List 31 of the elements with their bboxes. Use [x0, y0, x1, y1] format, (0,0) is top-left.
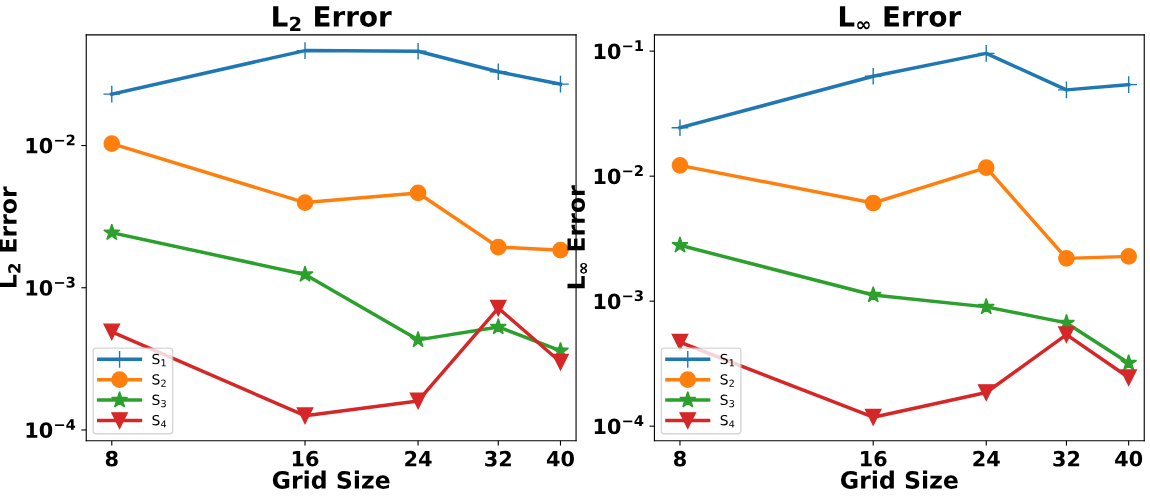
y-axis-title: L$_{2}$ Error	[0, 186, 21, 288]
legend-label: S$_{2}$	[720, 374, 734, 387]
y-tick-label: 10$^{−3}$	[594, 290, 643, 310]
y-tick-label: 10$^{−2}$	[594, 165, 643, 185]
y-tick-label: 10$^{−4}$	[26, 419, 76, 439]
chart-title: L$_{2}$ Error	[273, 6, 392, 32]
y-tick-label: 10$^{−3}$	[26, 276, 75, 296]
legend-label: S$_{1}$	[720, 353, 734, 367]
x-tick-label: 24	[973, 450, 1000, 467]
chart-title: L$_{∞}$ Error	[839, 6, 962, 30]
legend-label: S$_{2}$	[152, 374, 166, 387]
x-axis-title: Grid Size	[272, 470, 390, 489]
x-tick-label: 16	[292, 450, 319, 467]
x-tick-label: 40	[1115, 450, 1143, 467]
legend-label: S$_{3}$	[720, 394, 735, 408]
x-tick-label: 8	[673, 450, 686, 467]
x-tick-label: 8	[105, 450, 118, 467]
legend-label: S$_{1}$	[152, 353, 166, 367]
y-tick-label: 10$^{−4}$	[594, 415, 644, 435]
y-tick-label: 10$^{−2}$	[26, 134, 75, 154]
x-axis-title: Grid Size	[840, 470, 958, 489]
x-tick-label: 16	[861, 450, 887, 467]
x-tick-label: 24	[405, 450, 432, 467]
x-tick-label: 32	[485, 450, 511, 467]
legend-label: S$_{4}$	[152, 414, 167, 428]
x-tick-label: 32	[1053, 450, 1080, 467]
y-axis-title: L$_{∞}$ Error	[567, 185, 588, 289]
legend-label: S$_{3}$	[152, 394, 166, 408]
y-tick-label: 10$^{−1}$	[594, 40, 643, 60]
legend-label: S$_{4}$	[720, 414, 735, 428]
x-tick-label: 40	[546, 450, 574, 467]
